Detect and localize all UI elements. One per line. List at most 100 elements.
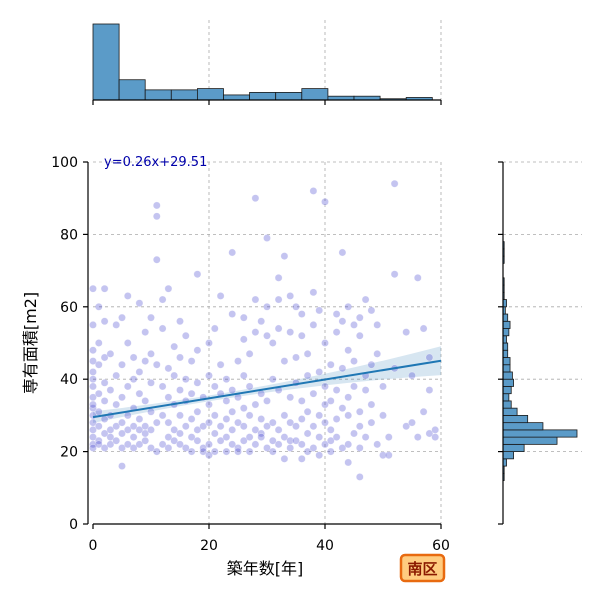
scatter-point	[297, 454, 306, 463]
scatter-point	[170, 426, 179, 434]
scatter-point	[297, 397, 306, 405]
scatter-point	[332, 433, 341, 441]
right-histogram-bar	[502, 451, 514, 460]
scatter-point	[413, 433, 422, 441]
scatter-point	[338, 317, 347, 326]
scatter-point	[292, 302, 300, 311]
scatter-point	[228, 386, 237, 394]
scatter-point	[141, 357, 150, 365]
scatter-point	[373, 350, 382, 358]
scatter-point	[326, 360, 335, 369]
scatter-point	[326, 447, 335, 456]
scatter-point	[332, 386, 341, 394]
scatter-point	[152, 418, 161, 427]
scatter-point	[164, 418, 173, 427]
scatter-point	[222, 375, 231, 384]
top-histogram-bar	[275, 92, 303, 101]
top-histogram-bar	[196, 88, 224, 101]
scatter-point	[176, 440, 184, 449]
right-histogram-bar	[502, 320, 511, 329]
scatter-point	[112, 400, 121, 409]
scatter-point	[164, 393, 173, 402]
scatter-point	[309, 187, 318, 195]
scatter-point	[89, 375, 97, 384]
scatter-point	[355, 331, 364, 340]
scatter-point	[263, 331, 271, 340]
x-tick-label: 20	[200, 538, 218, 554]
scatter-point	[338, 404, 347, 413]
scatter-point	[263, 302, 271, 311]
scatter-point	[408, 371, 416, 380]
scatter-point	[274, 324, 283, 333]
scatter-point	[129, 375, 138, 384]
scatter-point	[234, 357, 242, 365]
scatter-point	[158, 382, 167, 391]
scatter-point	[193, 436, 202, 445]
scatter-point	[147, 350, 155, 358]
scatter-point	[135, 440, 144, 449]
scatter-point	[147, 407, 155, 416]
right-histogram-bar	[502, 400, 512, 409]
scatter-point	[210, 429, 219, 438]
scatter-point	[123, 426, 132, 434]
scatter-point	[89, 357, 97, 365]
region-badge: 南区	[399, 553, 446, 583]
scatter-point	[292, 422, 300, 431]
scatter-point	[118, 429, 126, 438]
scatter-point	[152, 212, 161, 221]
scatter-point	[355, 407, 364, 416]
region-badge-label: 南区	[407, 560, 437, 578]
region-badge-box	[399, 553, 446, 583]
x-tick-labels: 0 20 40 60	[89, 538, 450, 554]
scatter-point	[228, 440, 237, 449]
main-axes	[83, 161, 442, 529]
scatter-point	[234, 418, 242, 427]
scatter-point	[135, 368, 144, 376]
scatter-point	[268, 418, 277, 427]
scatter-point	[431, 426, 440, 434]
scatter-point	[321, 400, 329, 409]
scatter-point	[89, 321, 97, 329]
scatter-point	[338, 364, 347, 373]
scatter-point	[216, 422, 225, 431]
scatter-point	[100, 378, 109, 387]
scatter-point	[176, 353, 184, 362]
scatter-point	[286, 393, 295, 402]
right-histogram-bar	[502, 364, 511, 373]
scatter-point	[100, 353, 109, 362]
scatter-point	[326, 426, 335, 434]
scatter-point	[315, 451, 324, 460]
right-histogram-bar	[502, 328, 510, 337]
scatter-point	[268, 339, 277, 347]
scatter-point	[205, 440, 213, 449]
scatter-point	[135, 389, 144, 398]
scatter-point	[170, 436, 179, 445]
right-histogram-bar	[502, 313, 509, 322]
scatter-point	[205, 371, 213, 380]
scatter-point	[350, 382, 358, 391]
scatter-point	[193, 426, 202, 434]
x-tick-label: 60	[432, 538, 450, 554]
scatter-point	[251, 400, 260, 409]
right-histogram-bar	[502, 378, 514, 387]
scatter-point	[419, 407, 428, 416]
scatter-point	[263, 422, 271, 431]
scatter-point	[355, 473, 364, 481]
scatter-point	[263, 397, 271, 405]
scatter-point	[338, 444, 347, 452]
right-histogram-bar	[502, 436, 558, 445]
scatter-point	[297, 310, 306, 318]
scatter-point	[94, 422, 103, 431]
y-tick-label: 40	[60, 372, 78, 388]
scatter-point	[89, 444, 97, 452]
scatter-point	[112, 422, 121, 431]
scatter-point	[216, 360, 225, 369]
scatter-point	[413, 273, 422, 282]
scatter-point	[164, 444, 173, 452]
scatter-point	[100, 444, 109, 452]
scatter-point	[239, 371, 248, 380]
scatter-point	[280, 411, 289, 420]
scatter-point	[239, 335, 248, 344]
scatter-point	[321, 339, 329, 347]
right-histogram-bar	[502, 422, 544, 431]
